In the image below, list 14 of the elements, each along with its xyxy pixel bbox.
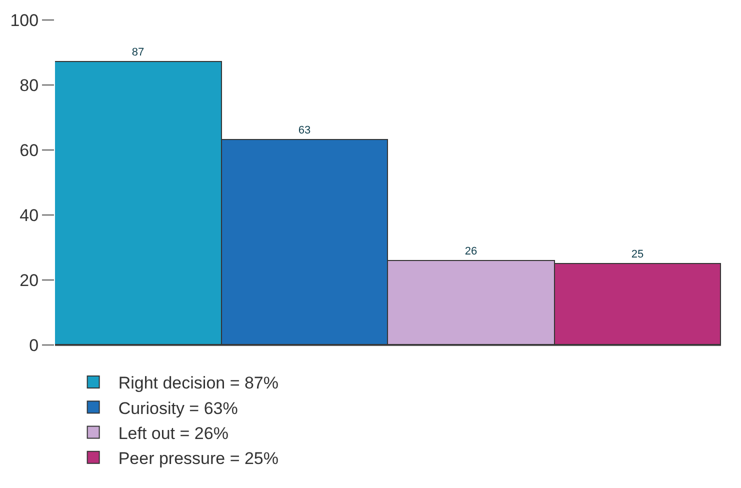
y-tick-label: 40	[20, 206, 39, 225]
legend-label: Left out = 26%	[118, 424, 228, 443]
legend-label: Right decision = 87%	[118, 374, 279, 393]
legend-label: Peer pressure = 25%	[118, 448, 278, 468]
data-label: 63	[298, 124, 311, 136]
y-tick-label: 100	[10, 10, 39, 30]
y-tick-label: 20	[20, 270, 39, 290]
data-label: 26	[464, 246, 478, 258]
data-label: 25	[631, 248, 644, 260]
legend-label: Curiosity = 63%	[118, 398, 238, 418]
y-tick-label: 60	[20, 140, 39, 160]
data-label: 87	[132, 46, 144, 58]
y-tick-label: 0	[29, 336, 39, 355]
y-tick-label: 80	[20, 76, 39, 95]
